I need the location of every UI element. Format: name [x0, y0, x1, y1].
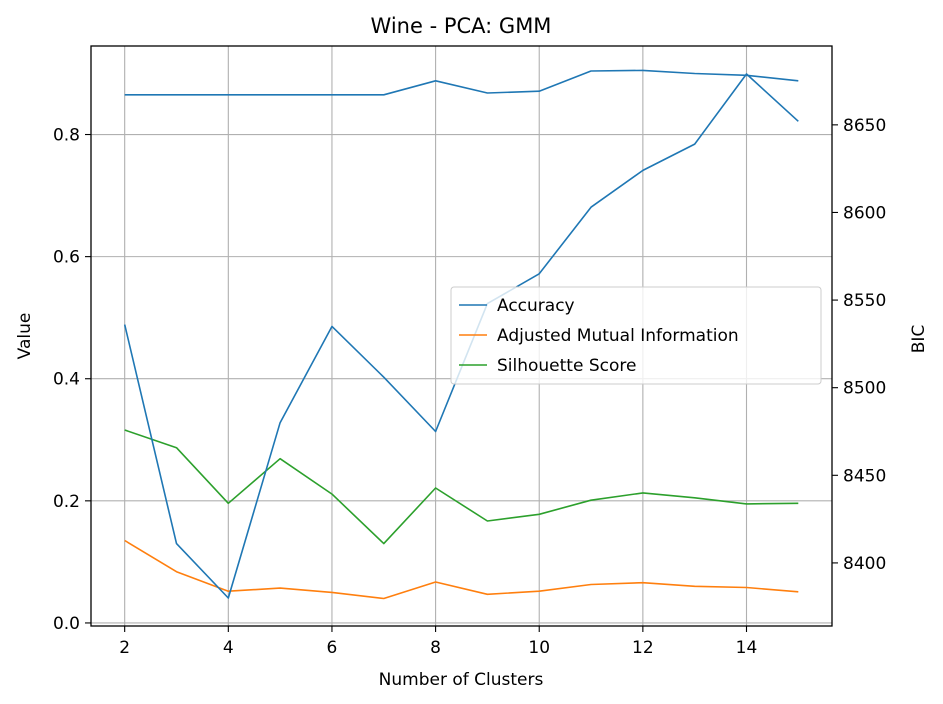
x-tick-label: 2 — [119, 638, 130, 658]
series-line-2 — [124, 429, 799, 545]
y-axis-label: Value — [15, 313, 35, 360]
legend: Accuracy Adjusted Mutual Information Silho… — [450, 286, 822, 385]
y-tick-label: 0.6 — [53, 248, 80, 268]
x-tick-label: 4 — [223, 638, 234, 658]
legend-label: Adjusted Mutual Information — [497, 326, 739, 346]
series-line-0 — [124, 69, 799, 96]
x-tick-label: 14 — [736, 638, 758, 658]
axis-ticks: 2 4 6 8 10 12 14 0.0 0.2 0.4 0.6 0.8 8400 8450 8500 855… — [53, 116, 886, 658]
y-tick-label: 0.4 — [53, 370, 80, 390]
series-lines — [123, 69, 799, 600]
y-tick-label: 0.8 — [53, 126, 80, 146]
legend-label: Accuracy — [497, 296, 575, 316]
x-tick-label: 12 — [632, 638, 654, 658]
y-tick-label: 0.0 — [53, 614, 80, 634]
y2-tick-label: 8400 — [843, 554, 886, 574]
y-tick-label: 0.2 — [53, 492, 80, 512]
legend-box — [450, 286, 822, 385]
y2-tick-label: 8600 — [843, 203, 886, 223]
x-tick-label: 6 — [327, 638, 338, 658]
y2-tick-label: 8550 — [843, 291, 886, 311]
x-tick-label: 10 — [528, 638, 550, 658]
y2-axis-label: BIC — [909, 325, 929, 354]
series-line-1 — [124, 539, 799, 600]
y2-tick-label: 8650 — [843, 116, 886, 136]
y2-tick-label: 8450 — [843, 466, 886, 486]
legend-label: Silhouette Score — [497, 356, 636, 376]
x-tick-label: 8 — [430, 638, 441, 658]
chart-title: Wine - PCA: GMM — [371, 14, 552, 38]
plot-frame — [90, 45, 833, 627]
y2-tick-label: 8500 — [843, 379, 886, 399]
x-axis-label: Number of Clusters — [379, 670, 544, 690]
